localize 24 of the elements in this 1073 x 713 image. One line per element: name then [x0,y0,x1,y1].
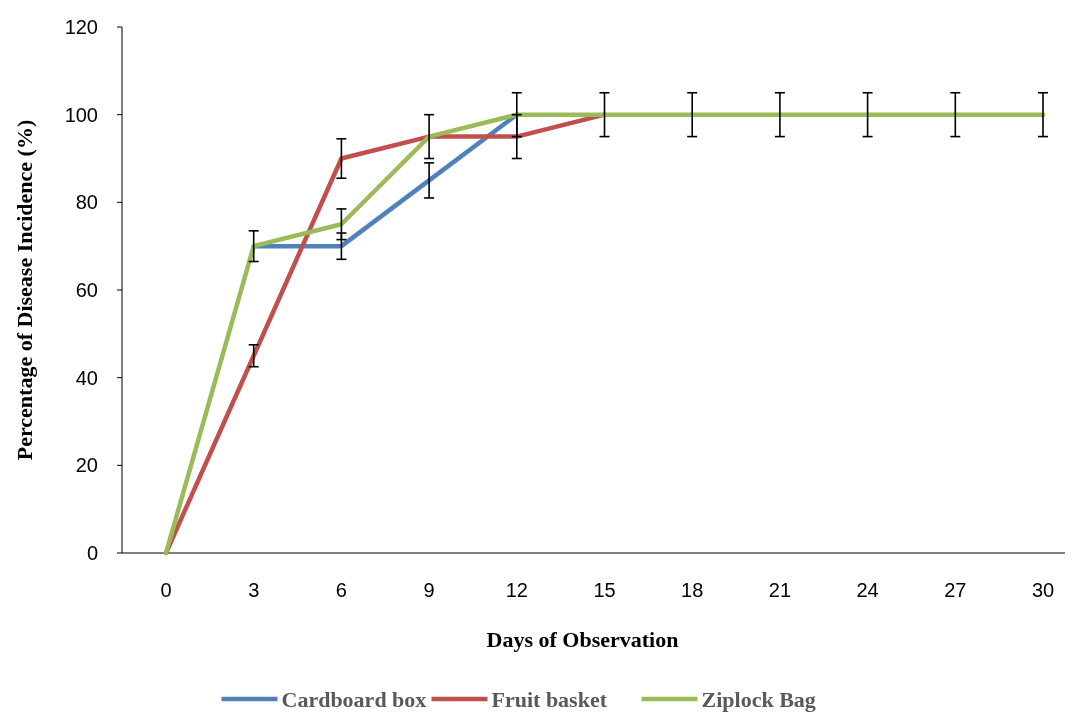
x-tick-label: 18 [681,579,704,601]
legend-label: Cardboard box [281,686,427,712]
legend-label: Ziplock Bag [701,686,816,712]
y-tick-label: 100 [64,103,98,126]
line-series [163,112,1046,556]
y-tick-label: 40 [75,366,98,389]
y-axis-title: Percentage of Disease Incidence (%) [12,119,37,461]
y-tick-label: 120 [64,16,98,38]
x-tick-label: 3 [248,579,260,601]
y-tick-label: 60 [75,279,98,301]
x-tick-label: 15 [593,579,616,601]
y-tick-label: 20 [75,454,98,477]
y-tick-label: 80 [75,191,98,214]
y-tick-label: 0 [86,542,98,564]
x-tick-label: 12 [505,579,528,601]
x-axis-title: Days of Observation [486,627,679,652]
legend-label: Fruit basket [491,686,608,712]
x-tick-label: 30 [1031,579,1055,601]
x-tick-label: 21 [768,579,792,601]
x-tick-label: 0 [160,579,172,601]
x-tick-label: 6 [335,579,347,601]
x-tick-label: 24 [856,579,879,601]
x-tick-label: 9 [423,579,435,601]
x-tick-label: 27 [944,579,967,601]
